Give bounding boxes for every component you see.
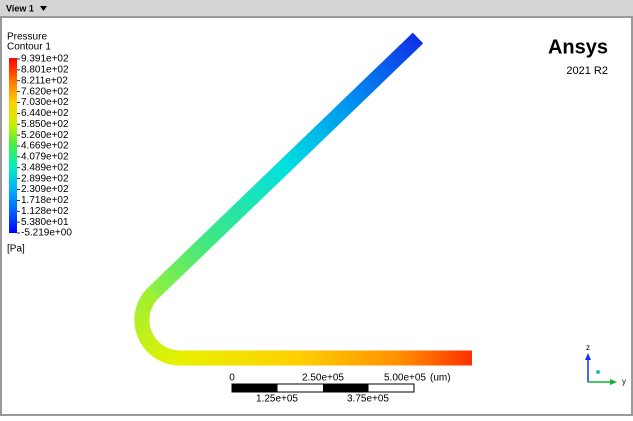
scale-label: 5.00e+05 xyxy=(384,373,426,384)
legend-unit: [Pa] xyxy=(7,244,25,255)
brand-version: 2021 R2 xyxy=(566,65,608,77)
legend-label: 5.380e+01 xyxy=(21,217,69,228)
scale-unit: (um) xyxy=(430,373,451,384)
scale-label: 1.25e+05 xyxy=(256,394,298,405)
scale-label: 3.75e+05 xyxy=(347,394,389,405)
legend-label: 2.899e+02 xyxy=(21,173,69,184)
legend-label: 7.620e+02 xyxy=(21,86,69,97)
y-axis-label: y xyxy=(622,377,626,386)
legend-label: 5.850e+02 xyxy=(21,119,69,130)
legend-label: 6.440e+02 xyxy=(21,108,69,119)
legend-label: 1.718e+02 xyxy=(21,195,69,206)
scale-label: 2.50e+05 xyxy=(302,373,344,384)
legend-label: 4.669e+02 xyxy=(21,141,69,152)
brand-name: Ansys xyxy=(548,36,608,58)
legend-label: 3.489e+02 xyxy=(21,162,69,173)
legend-label: 8.211e+02 xyxy=(21,75,68,86)
color-bar xyxy=(9,58,17,233)
legend-subtitle: Contour 1 xyxy=(7,42,51,53)
x-axis-dot xyxy=(596,370,600,374)
z-axis-label: z xyxy=(586,343,590,352)
legend-label: 4.079e+02 xyxy=(21,152,69,163)
scale-block xyxy=(232,384,278,392)
legend-label: -5.219e+00 xyxy=(21,228,72,239)
scale-block xyxy=(323,384,369,392)
toolbar xyxy=(0,0,633,17)
legend-label: 9.391e+02 xyxy=(21,54,69,65)
view-selector[interactable]: View 1 xyxy=(6,3,34,13)
scale-label: 0 xyxy=(229,373,235,384)
legend-label: 5.260e+02 xyxy=(21,130,69,141)
scale-bar xyxy=(232,384,414,392)
legend-label: 1.128e+02 xyxy=(21,206,69,217)
legend-label: 8.801e+02 xyxy=(21,65,69,76)
legend-label: 7.030e+02 xyxy=(21,97,69,108)
viewer: View 1 Pressure Contour 1 9.391e+028.801… xyxy=(0,0,633,416)
legend-label: 2.309e+02 xyxy=(21,184,69,195)
